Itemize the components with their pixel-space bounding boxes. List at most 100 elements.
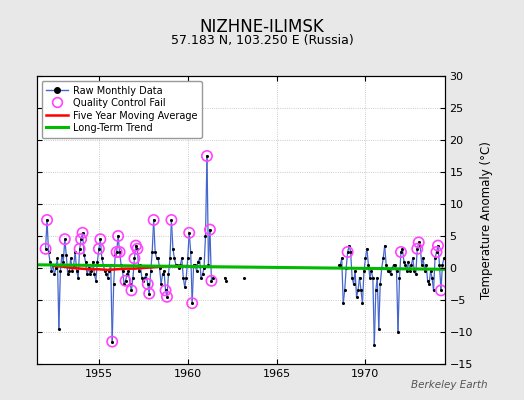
- Point: [173, 262, 181, 268]
- Point: [95, 246, 103, 252]
- Point: [151, 249, 159, 255]
- Point: [61, 236, 69, 242]
- Point: [341, 287, 349, 294]
- Point: [170, 255, 179, 262]
- Point: [416, 242, 424, 249]
- Point: [56, 268, 64, 274]
- Point: [188, 300, 196, 306]
- Point: [104, 274, 112, 281]
- Point: [63, 271, 72, 278]
- Point: [413, 246, 421, 252]
- Point: [343, 249, 352, 255]
- Point: [373, 274, 381, 281]
- Point: [395, 274, 403, 281]
- Point: [397, 249, 405, 255]
- Point: [160, 268, 168, 274]
- Point: [404, 258, 412, 265]
- Point: [199, 271, 207, 278]
- Text: 57.183 N, 103.250 E (Russia): 57.183 N, 103.250 E (Russia): [171, 34, 353, 47]
- Point: [115, 249, 124, 255]
- Point: [71, 249, 79, 255]
- Point: [429, 287, 438, 294]
- Point: [425, 281, 433, 287]
- Point: [185, 230, 193, 236]
- Point: [165, 271, 173, 278]
- Point: [86, 271, 94, 278]
- Point: [364, 262, 373, 268]
- Point: [80, 252, 88, 258]
- Point: [59, 258, 68, 265]
- Point: [343, 249, 352, 255]
- Point: [411, 271, 420, 278]
- Point: [200, 265, 208, 271]
- Point: [149, 217, 158, 223]
- Point: [113, 249, 121, 255]
- Point: [43, 217, 51, 223]
- Point: [163, 294, 171, 300]
- Point: [167, 217, 176, 223]
- Point: [102, 271, 111, 278]
- Point: [149, 217, 158, 223]
- Point: [352, 294, 361, 300]
- Point: [106, 262, 115, 268]
- Point: [187, 249, 195, 255]
- Point: [161, 287, 170, 294]
- Point: [88, 268, 96, 274]
- Point: [195, 255, 204, 262]
- Point: [355, 274, 364, 281]
- Point: [127, 287, 136, 294]
- Point: [379, 255, 387, 262]
- Point: [144, 281, 152, 287]
- Point: [191, 262, 199, 268]
- Point: [145, 290, 154, 297]
- Point: [410, 268, 419, 274]
- Point: [438, 262, 446, 268]
- Point: [367, 268, 376, 274]
- Point: [432, 249, 441, 255]
- Point: [431, 255, 439, 262]
- Point: [158, 271, 167, 278]
- Point: [99, 262, 107, 268]
- Point: [77, 236, 85, 242]
- Point: [372, 287, 380, 294]
- Point: [339, 300, 347, 306]
- Legend: Raw Monthly Data, Quality Control Fail, Five Year Moving Average, Long-Term Tren: Raw Monthly Data, Quality Control Fail, …: [41, 81, 202, 138]
- Point: [351, 268, 359, 274]
- Point: [154, 255, 162, 262]
- Point: [369, 274, 377, 281]
- Point: [174, 265, 183, 271]
- Text: Berkeley Earth: Berkeley Earth: [411, 380, 487, 390]
- Point: [167, 217, 176, 223]
- Point: [127, 287, 136, 294]
- Point: [240, 274, 248, 281]
- Point: [133, 246, 141, 252]
- Point: [342, 265, 351, 271]
- Point: [179, 274, 188, 281]
- Point: [117, 262, 125, 268]
- Point: [41, 246, 50, 252]
- Point: [406, 268, 414, 274]
- Point: [130, 255, 139, 262]
- Point: [50, 271, 59, 278]
- Point: [182, 274, 190, 281]
- Point: [114, 233, 122, 239]
- Point: [110, 281, 118, 287]
- Point: [375, 326, 383, 332]
- Point: [122, 278, 130, 284]
- Point: [377, 265, 386, 271]
- Point: [93, 258, 102, 265]
- Point: [89, 258, 97, 265]
- Point: [140, 274, 149, 281]
- Point: [398, 246, 407, 252]
- Point: [53, 255, 62, 262]
- Point: [81, 258, 90, 265]
- Point: [185, 230, 193, 236]
- Point: [428, 274, 436, 281]
- Point: [422, 262, 430, 268]
- Point: [92, 278, 100, 284]
- Point: [388, 265, 396, 271]
- Point: [354, 287, 362, 294]
- Point: [122, 278, 130, 284]
- Point: [419, 255, 428, 262]
- Point: [363, 246, 371, 252]
